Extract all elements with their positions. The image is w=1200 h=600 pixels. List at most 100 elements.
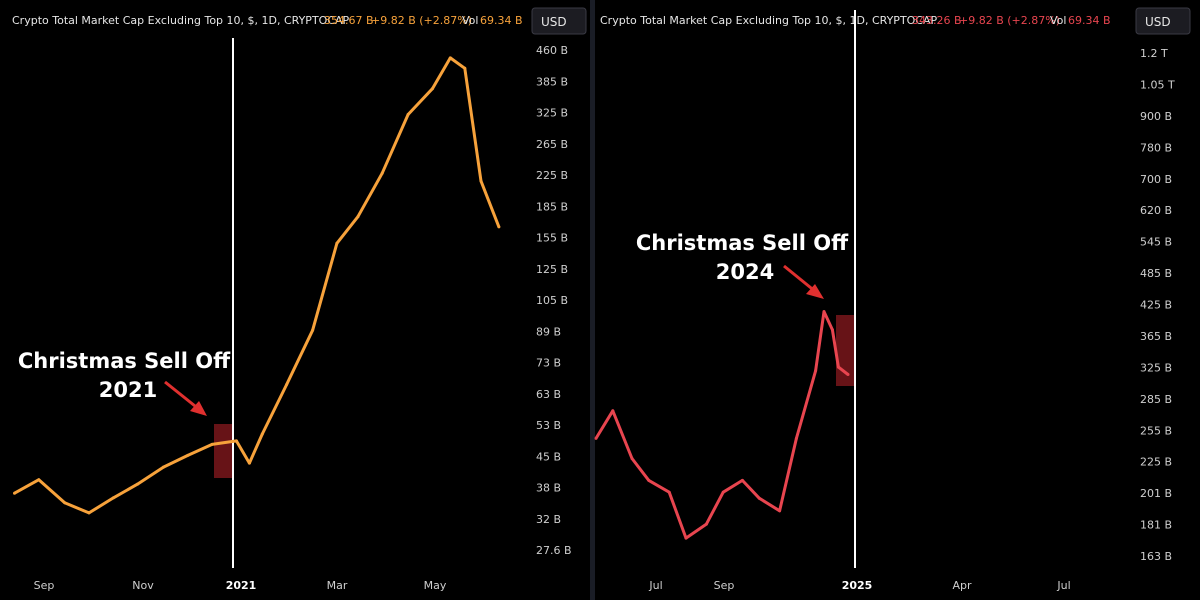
x-tick-label: Mar — [327, 579, 348, 592]
y-tick-label: 27.6 B — [536, 544, 572, 557]
left-usd-label: USD — [541, 15, 567, 29]
right-annotation-line2: 2024 — [716, 260, 774, 284]
y-tick-label: 53 B — [536, 419, 561, 432]
y-tick-label: 163 B — [1140, 550, 1172, 563]
series-point — [13, 491, 16, 495]
y-tick-label: 225 B — [1140, 456, 1172, 469]
left-vol-value: 69.34 B — [480, 14, 523, 27]
series-point — [704, 522, 708, 526]
left-x-axis: Sep Nov 2021 Mar May — [34, 579, 447, 592]
right-x-axis: Jul Sep 2025 Apr Jul — [648, 579, 1070, 592]
series-point — [87, 511, 91, 515]
y-tick-label: 73 B — [536, 357, 561, 370]
series-point — [285, 383, 289, 387]
y-tick-label: 32 B — [536, 513, 561, 526]
series-point — [463, 66, 467, 70]
series-point — [162, 465, 165, 469]
panel-divider — [590, 0, 595, 600]
series-point — [630, 457, 634, 460]
y-tick-label: 460 B — [536, 44, 568, 57]
y-tick-label: 265 B — [536, 138, 568, 151]
x-tick-label: May — [424, 579, 447, 592]
y-tick-label: 700 B — [1140, 173, 1172, 186]
left-price: 354.67 B — [324, 14, 374, 27]
series-point — [356, 215, 360, 219]
right-symbol-text: Crypto Total Market Cap Excluding Top 10… — [600, 14, 938, 27]
y-tick-label: 181 B — [1140, 519, 1172, 532]
right-vol-value: 69.34 B — [1068, 14, 1111, 27]
y-tick-label: 155 B — [536, 232, 568, 245]
y-tick-label: 900 B — [1140, 110, 1172, 123]
y-tick-label: 620 B — [1140, 204, 1172, 217]
series-point — [37, 478, 41, 482]
series-point — [740, 478, 744, 482]
series-point — [479, 179, 483, 183]
series-point — [380, 171, 384, 175]
y-tick-label: 105 B — [536, 294, 568, 307]
series-point — [814, 369, 818, 373]
right-chart-panel: Crypto Total Market Cap Excluding Top 10… — [594, 7, 1191, 592]
y-tick-label: 485 B — [1140, 267, 1172, 280]
y-tick-label: 225 B — [536, 169, 568, 182]
y-tick-label: 89 B — [536, 325, 561, 338]
right-usd-label: USD — [1145, 15, 1171, 29]
series-point — [210, 442, 214, 446]
x-tick-label: Sep — [714, 579, 735, 592]
series-point — [846, 373, 850, 376]
series-point — [830, 328, 834, 332]
series-point — [667, 490, 671, 494]
series-point — [794, 436, 798, 440]
left-arrow — [164, 380, 207, 416]
y-tick-label: 325 B — [536, 107, 568, 120]
right-highlight-box — [836, 315, 854, 386]
left-vol-label: Vol — [462, 14, 478, 27]
series-point — [836, 365, 840, 369]
series-point — [111, 496, 115, 500]
series-point — [311, 328, 315, 332]
left-series-points — [13, 56, 501, 515]
series-point — [611, 409, 615, 413]
series-point — [778, 509, 782, 513]
left-annotation-line2: 2021 — [99, 378, 157, 402]
right-series-points — [594, 310, 850, 540]
y-tick-label: 125 B — [536, 263, 568, 276]
series-point — [63, 501, 67, 505]
x-tick-label: Jul — [648, 579, 662, 592]
y-tick-label: 255 B — [1140, 424, 1172, 437]
x-tick-label: Apr — [952, 579, 972, 592]
series-point — [721, 490, 725, 494]
right-y-axis: 1.2 T 1.05 T 900 B 780 B 700 B 620 B 545 B 485 … — [1140, 47, 1175, 563]
x-tick-label: Nov — [132, 579, 154, 592]
y-tick-label: 325 B — [1140, 361, 1172, 374]
y-tick-label: 38 B — [536, 482, 561, 495]
left-highlight-box — [214, 424, 232, 478]
right-arrow — [783, 264, 824, 299]
right-price: 343.26 B — [912, 14, 962, 27]
series-point — [647, 478, 651, 482]
left-annotation-line1: Christmas Sell Off — [18, 349, 231, 373]
x-tick-label: 2025 — [842, 579, 873, 592]
series-point — [234, 439, 238, 443]
y-tick-label: 285 B — [1140, 393, 1172, 406]
series-point — [406, 113, 410, 116]
right-vol-label: Vol — [1050, 14, 1066, 27]
right-usd-button[interactable]: USD — [1135, 7, 1191, 35]
y-tick-label: 45 B — [536, 450, 561, 463]
left-change: +9.82 B (+2.87%) — [371, 14, 472, 27]
series-point — [822, 310, 826, 314]
left-y-axis: 460 B 385 B 325 B 265 B 225 B 185 B 155 B 125 B… — [536, 44, 572, 557]
left-chart-panel: Crypto Total Market Cap Excluding Top 10… — [12, 7, 587, 592]
series-point — [260, 432, 264, 436]
series-point — [448, 56, 452, 60]
y-tick-label: 201 B — [1140, 487, 1172, 500]
left-usd-button[interactable]: USD — [531, 7, 587, 35]
series-point — [136, 482, 140, 486]
series-point — [430, 87, 434, 91]
y-tick-label: 425 B — [1140, 299, 1172, 312]
y-tick-label: 365 B — [1140, 330, 1172, 343]
y-tick-label: 1.2 T — [1140, 47, 1168, 60]
y-tick-label: 63 B — [536, 388, 561, 401]
x-tick-label: Sep — [34, 579, 55, 592]
y-tick-label: 545 B — [1140, 236, 1172, 249]
